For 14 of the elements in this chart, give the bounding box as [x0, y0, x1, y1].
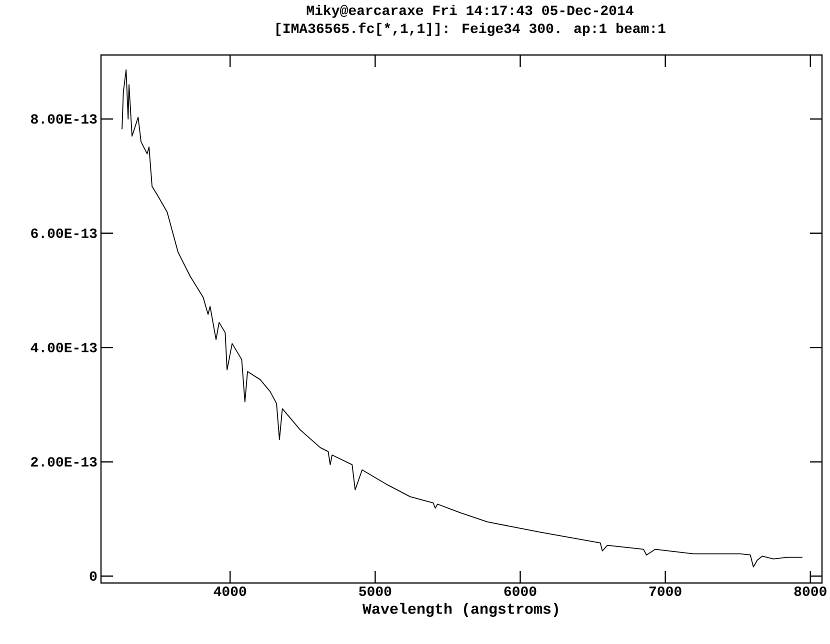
chart-subtitle: [IMA36565.fc[*,1,1]]: Feige34 300. ap:1 beam:1: [276, 22, 666, 36]
y-tick-label: 0: [90, 571, 97, 581]
y-tick-label: 2.00E-13: [31, 457, 97, 467]
x-tick-label: 6000: [504, 586, 536, 596]
x-tick-label: 8000: [794, 586, 826, 596]
x-tick-label: 4000: [214, 586, 246, 596]
y-tick-label: 8.00E-13: [31, 114, 97, 124]
line-series: [122, 69, 803, 568]
y-tick-label: 4.00E-13: [30, 342, 97, 352]
x-tick-label: 5000: [359, 586, 392, 596]
y-tick-label: 6.00E-13: [31, 228, 97, 238]
x-tick-label: 7000: [649, 586, 682, 596]
x-axis-title: Wavelength (angstroms): [362, 602, 558, 617]
chart-title: Miky@earcaraxe Fri 14:17:43 05-Dec-2014: [306, 4, 634, 18]
